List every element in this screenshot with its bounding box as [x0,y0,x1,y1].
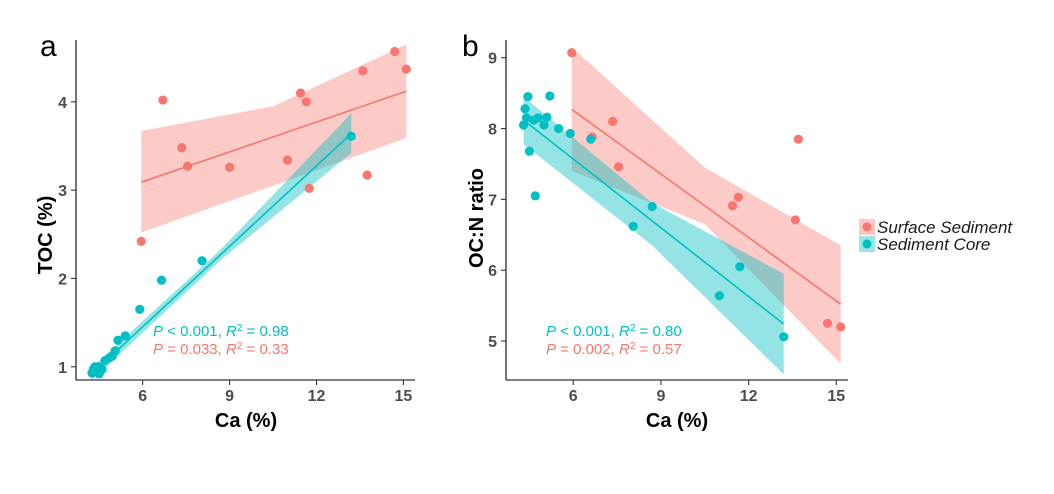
panel-a-point-sediment-core-10 [110,346,120,356]
panel-a-point-sediment-core-15 [197,256,207,266]
panel-b: b 6 9 12 15 5 6 7 8 9 Ca (%) OC:N ratio P < 0.00… [462,30,848,432]
panel-b-point-sediment-core-16 [714,291,724,301]
legend-item-sediment-core: Sediment Core [859,235,990,254]
panel-b-stats-core: P < 0.001, R2 = 0.80 [546,323,682,341]
panel-b-point-sediment-core-0 [518,120,529,130]
panel-b-point-sediment-core-14 [628,221,638,231]
panel-b-x-tick-label-15: 15 [827,388,845,405]
panel-b-point-sediment-core-12 [565,128,575,139]
panel-b-point-sediment-core-17 [735,262,745,272]
panel-a-point-surface-sediment-11 [390,46,400,57]
panel-b-x-tick-label-12: 12 [740,388,758,405]
panel-b-point-sediment-core-1 [520,104,530,114]
legend-label-sediment-core: Sediment Core [877,235,990,254]
panel-a-point-sediment-core-6 [97,364,107,375]
panel-b-point-surface-sediment-3 [613,162,624,172]
panel-b-y-tick-label-8: 8 [488,122,497,139]
panel-a-ci-band-surface-sediment [141,44,407,233]
panel-a-point-surface-sediment-10 [362,170,372,180]
panel-b-x-axis-label: Ca (%) [646,410,708,432]
panel-b-x-tick-label-6: 6 [569,388,578,405]
panel-b-ci-band-surface-sediment [571,47,841,364]
panel-b-point-sediment-core-4 [524,146,534,156]
panel-a-point-surface-sediment-9 [358,66,368,76]
panel-a-point-sediment-core-14 [156,275,167,285]
panel-b-point-surface-sediment-8 [822,318,833,328]
panel-b-label: b [462,30,479,63]
panel-b-points [518,48,846,342]
panel-a-y-axis-label: TOC (%) [35,196,57,275]
panel-a-stats-core: P < 0.001, R2 = 0.98 [153,323,289,341]
panel-a-x-tick-label-9: 9 [225,388,234,405]
legend-point-sediment-core [862,239,872,249]
panel-a-stats-annotations: P < 0.001, R2 = 0.98 P = 0.033, R2 = 0.3… [153,323,289,359]
panel-a-y-tick-label-2: 2 [58,271,67,288]
panel-a-point-surface-sediment-5 [282,155,293,165]
panel-b-point-surface-sediment-4 [727,201,738,211]
panel-b-point-surface-sediment-6 [790,215,800,225]
panel-b-fit-lines [523,108,842,325]
panel-b-point-sediment-core-13 [586,134,596,144]
panel-b-point-sediment-core-10 [545,91,555,101]
panel-b-y-axis-label: OC:N ratio [466,168,488,268]
panel-a-point-surface-sediment-7 [301,97,311,107]
panel-b-y-tick-label-5: 5 [488,334,497,351]
panel-b-point-sediment-core-18 [779,332,789,342]
panel-a-point-surface-sediment-12 [401,64,411,74]
panel-b-point-surface-sediment-9 [836,322,846,332]
panel-a-x-tick-label-6: 6 [138,388,147,405]
panel-b-ci-band-sediment-core [523,96,784,375]
panel-b-point-sediment-core-7 [533,113,543,123]
panel-b-confidence-bands [523,47,841,375]
panel-b-point-sediment-core-8 [539,120,549,130]
panel-b-stats-surface: P = 0.002, R2 = 0.57 [546,341,682,359]
legend: Surface Sediment Sediment Core [859,218,1013,254]
panel-a-y-tick-label-4: 4 [58,95,67,112]
panel-b-point-surface-sediment-5 [733,192,743,202]
panel-a-x-tick-label-12: 12 [308,388,326,405]
panel-a-point-surface-sediment-8 [304,183,314,193]
panel-a-points [87,46,411,379]
panel-b-fit-line-surface-sediment [571,108,842,305]
panel-b-point-surface-sediment-7 [793,134,803,144]
panel-b-point-sediment-core-6 [530,191,540,201]
panel-b-y-tick-label-6: 6 [488,263,497,280]
panel-b-axes: 6 9 12 15 5 6 7 8 9 [488,40,848,405]
panel-a-stats-surface: P = 0.033, R2 = 0.33 [153,341,289,359]
panel-a-y-tick-label-1: 1 [58,360,67,377]
panel-b-x-tick-label-9: 9 [656,388,665,405]
panel-b-fit-line-sediment-core [523,119,785,325]
panel-a-x-tick-label-15: 15 [395,388,413,405]
panel-b-point-sediment-core-11 [554,123,564,134]
panel-b-y-tick-label-7: 7 [488,192,497,209]
legend-label-surface-sediment: Surface Sediment [877,218,1013,237]
panel-b-point-sediment-core-9 [542,112,552,122]
panel-a-label: a [40,30,57,63]
panel-a-point-surface-sediment-1 [158,95,168,105]
panel-b-stats-annotations: P < 0.001, R2 = 0.80 P = 0.002, R2 = 0.5… [546,323,682,359]
panel-b-y-tick-label-9: 9 [488,51,497,68]
panel-a-point-sediment-core-11 [113,335,123,345]
panel-b-point-sediment-core-2 [521,113,532,123]
panel-a-point-surface-sediment-0 [136,236,146,246]
panel-b-point-sediment-core-3 [523,92,533,102]
panel-b-point-surface-sediment-0 [567,48,577,58]
panel-b-point-sediment-core-15 [647,201,657,212]
panel-a-point-surface-sediment-2 [177,143,187,153]
panel-a-point-sediment-core-13 [135,304,145,314]
legend-item-surface-sediment: Surface Sediment [859,218,1013,237]
panel-a-y-tick-label-3: 3 [58,183,67,200]
panel-a-point-sediment-core-16 [346,131,356,141]
panel-a-x-axis-label: Ca (%) [215,410,277,432]
panel-b-point-surface-sediment-2 [608,116,618,127]
panel-a-fit-line-sediment-core [91,133,352,375]
panel-a-point-surface-sediment-3 [182,161,193,171]
panel-a-point-sediment-core-12 [120,331,130,341]
legend-point-surface-sediment [862,222,872,232]
panel-a-point-surface-sediment-6 [295,88,306,98]
panel-a-point-surface-sediment-4 [224,162,235,172]
